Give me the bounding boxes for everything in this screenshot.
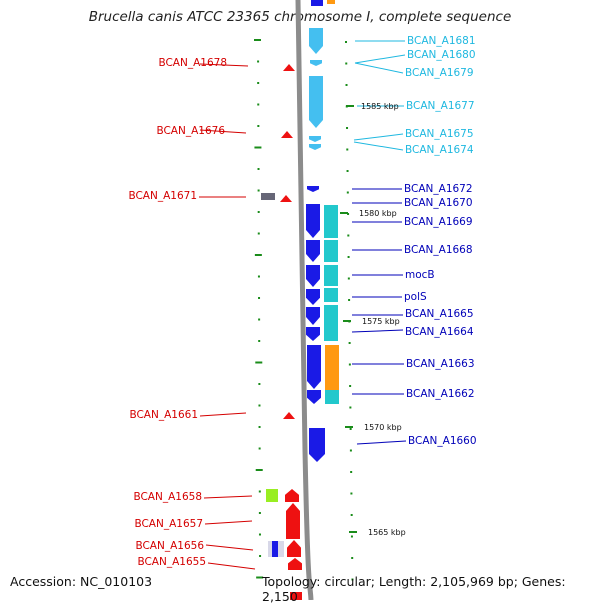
chromosome-backbone: [295, 0, 314, 600]
kbp-marker: 1580 kbp: [359, 209, 397, 218]
tick-marks-right: [345, 41, 354, 581]
gene-label[interactable]: BCAN_A1679: [405, 67, 474, 79]
gene-arrow: [307, 345, 321, 389]
gene-arrow: [307, 186, 319, 192]
gene-label[interactable]: BCAN_A1662: [406, 388, 475, 400]
leader-line: [207, 562, 256, 570]
leader-line: [204, 520, 253, 525]
kbp-markers: 1585 kbp 1580 kbp 1575 kbp 1570 kbp 1565…: [340, 102, 406, 537]
gene-arrow: [309, 428, 325, 462]
gene-label[interactable]: BCAN_A1658: [133, 491, 202, 503]
kbp-marker: 1570 kbp: [364, 423, 402, 432]
gene-label[interactable]: BCAN_A1655: [137, 556, 206, 568]
leader-line: [354, 62, 404, 74]
gene-arrow: [287, 540, 301, 557]
gene-label[interactable]: BCAN_A1674: [405, 144, 474, 156]
gene-arrow: [285, 489, 299, 502]
gene-label[interactable]: BCAN_A1680: [407, 49, 476, 61]
right-gene-labels: BCAN_A1681 BCAN_A1680 BCAN_A1679 BCAN_A1…: [404, 35, 477, 447]
left-gene-labels: BCAN_A1678 BCAN_A1676 BCAN_A1671 BCAN_A1…: [128, 57, 227, 568]
gene-block: [325, 390, 339, 404]
gene-label[interactable]: BCAN_A1678: [158, 57, 227, 69]
gene-label[interactable]: BCAN_A1663: [406, 358, 475, 370]
leader-line: [199, 412, 247, 417]
leader-line: [199, 63, 249, 67]
gene-block: [327, 0, 335, 4]
gene-label[interactable]: BCAN_A1657: [134, 518, 203, 530]
label-leaders: [199, 40, 407, 570]
leader-line: [199, 129, 247, 134]
gene-label[interactable]: BCAN_A1668: [404, 244, 473, 256]
gene-block: [324, 265, 338, 286]
gene-label[interactable]: BCAN_A1669: [404, 216, 473, 228]
gene-block: [290, 592, 302, 600]
gene-block: [261, 193, 275, 200]
leader-line: [351, 329, 404, 333]
accession-text: Accession: NC_010103: [10, 574, 153, 589]
gene-block: [324, 288, 338, 302]
gene-block: [311, 0, 323, 6]
kbp-marker: 1565 kbp: [368, 528, 406, 537]
leader-line: [353, 141, 404, 151]
gene-label[interactable]: BCAN_A1677: [406, 100, 475, 112]
leader-line: [353, 133, 404, 141]
gene-arrow: [306, 265, 320, 287]
gene-arrow: [306, 327, 320, 341]
gene-block: [324, 305, 338, 341]
gene-label[interactable]: BCAN_A1660: [408, 435, 477, 447]
gene-label[interactable]: BCAN_A1665: [405, 308, 474, 320]
leader-line: [354, 54, 406, 64]
gene-label[interactable]: BCAN_A1670: [404, 197, 473, 209]
gene-marker: [283, 64, 295, 71]
gene-label[interactable]: BCAN_A1675: [405, 128, 474, 140]
gene-block: [266, 489, 278, 502]
gene-arrow: [309, 76, 323, 128]
gene-features: [261, 0, 339, 600]
gene-label[interactable]: BCAN_A1672: [404, 183, 473, 195]
gene-label[interactable]: BCAN_A1661: [129, 409, 198, 421]
gene-marker: [280, 195, 292, 202]
gene-label[interactable]: BCAN_A1656: [135, 540, 204, 552]
leader-line: [203, 495, 253, 499]
gene-block: [272, 541, 278, 557]
leader-line: [356, 440, 407, 445]
gene-block: [324, 240, 338, 262]
gene-label[interactable]: mocB: [405, 269, 435, 281]
gene-arrow: [306, 204, 320, 238]
gene-arrow: [309, 28, 323, 54]
gene-label[interactable]: BCAN_A1676: [156, 125, 225, 137]
gene-label[interactable]: polS: [404, 291, 427, 303]
kbp-marker: 1575 kbp: [362, 317, 400, 326]
gene-block: [324, 205, 338, 238]
gene-label[interactable]: BCAN_A1671: [128, 190, 197, 202]
gene-marker: [283, 412, 295, 419]
gene-block: [325, 345, 339, 390]
gene-label[interactable]: BCAN_A1664: [405, 326, 474, 338]
leader-line: [205, 544, 254, 551]
gene-arrow: [306, 240, 320, 262]
gene-label[interactable]: BCAN_A1681: [407, 35, 476, 47]
gene-marker: [281, 131, 293, 138]
gene-arrow: [306, 289, 320, 305]
gene-arrow: [309, 136, 321, 142]
gene-arrow: [307, 390, 321, 404]
kbp-marker: 1585 kbp: [361, 102, 399, 111]
gene-arrow: [309, 144, 321, 150]
tick-marks-left: [254, 39, 264, 579]
gene-arrow: [286, 503, 300, 539]
gene-arrow: [306, 307, 320, 325]
gene-arrow: [288, 558, 302, 570]
gene-arrow: [310, 60, 322, 66]
